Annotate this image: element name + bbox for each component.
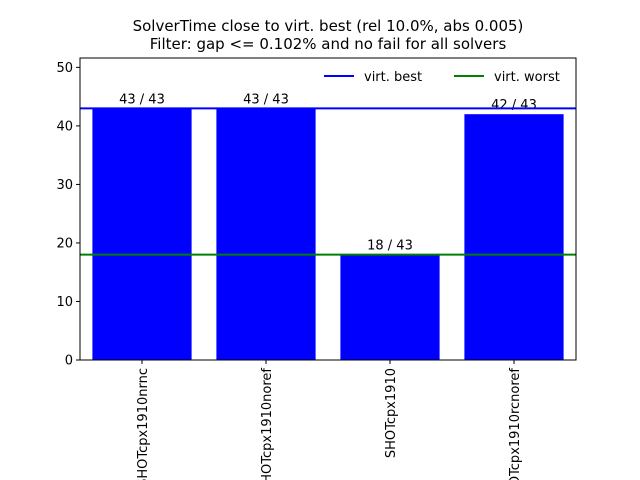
x-tick-label: SHOTcpx1910rcnoref [508, 368, 523, 480]
bar [340, 254, 440, 360]
legend-label: virt. worst [494, 70, 560, 85]
y-tick-label: 40 [56, 119, 73, 134]
data-label: 43 / 43 [243, 92, 289, 107]
bar [92, 108, 192, 360]
data-label: 43 / 43 [119, 92, 165, 107]
y-tick-label: 0 [65, 354, 73, 369]
bar [464, 114, 564, 361]
y-tick-label: 30 [56, 178, 73, 193]
y-tick-label: 50 [56, 61, 73, 76]
x-tick-label: SHOTcpx1910noref [260, 368, 275, 480]
plot-frame [79, 57, 577, 361]
data-label: 42 / 43 [491, 98, 537, 113]
legend-label: virt. best [364, 70, 422, 85]
chart-subtitle: Filter: gap <= 0.102% and no fail for al… [150, 35, 507, 53]
data-label: 18 / 43 [367, 239, 413, 254]
x-tick-label: SHOTcpx1910nrnc [136, 368, 151, 480]
chart-title: SolverTime close to virt. best (rel 10.0… [133, 17, 524, 35]
y-tick-label: 20 [56, 236, 73, 251]
bar [216, 108, 316, 360]
y-tick-label: 10 [56, 295, 73, 310]
x-tick-label: SHOTcpx1910 [384, 368, 399, 458]
